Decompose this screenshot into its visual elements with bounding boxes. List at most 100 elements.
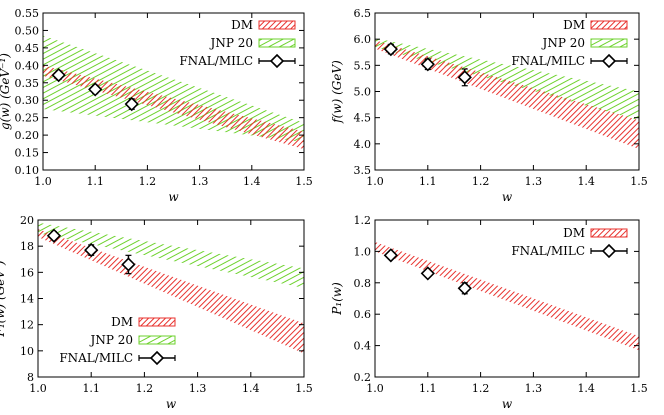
y-tick-label: 10	[20, 345, 34, 358]
x-tick-label: 1.3	[191, 175, 209, 188]
legend-label: FNAL/MILC	[59, 351, 133, 365]
data-point	[84, 242, 99, 258]
x-tick-label: 1.3	[189, 382, 207, 395]
plot-frame	[374, 219, 640, 378]
data-point	[457, 281, 472, 296]
legend-swatch-marker	[269, 53, 285, 69]
x-tick-label: 1.1	[86, 175, 104, 188]
y-tick-label: 0.20	[15, 129, 40, 142]
x-tick-label: 1.3	[525, 175, 543, 188]
band-dm	[375, 40, 639, 150]
x-tick-label: 1.1	[82, 382, 100, 395]
legend-label: FNAL/MILC	[179, 54, 253, 68]
y-tick-label: 0.30	[15, 94, 40, 107]
y-tick-label: 0.8	[354, 277, 372, 290]
data-point	[420, 266, 435, 281]
band-jnp-20	[38, 222, 304, 289]
data-point	[51, 67, 66, 83]
band-dm	[375, 241, 639, 351]
x-tick-label: 1.1	[419, 175, 437, 188]
y-tick-label: 6.5	[354, 7, 372, 20]
data-point	[46, 228, 62, 243]
y-tick-label: 0.25	[15, 112, 40, 125]
x-axis-label: w	[502, 190, 513, 204]
band-dm	[38, 229, 304, 354]
x-tick-label: 1.2	[472, 175, 490, 188]
y-tick-label: 8	[27, 371, 34, 384]
y-axis-label: f(w) (GeV)	[330, 60, 344, 124]
data-point	[124, 96, 139, 112]
legend-label: FNAL/MILC	[511, 54, 585, 68]
x-axis-label: w	[166, 397, 177, 411]
y-tick-label: 12	[20, 319, 34, 332]
legend-label: DM	[231, 18, 253, 32]
y-tick-label: 5.5	[354, 59, 372, 72]
chart-panel: 1.0 1.1 1.2 1.3 1.4 1.5 8 10 12 14 16 18 20 w F₁(w) (G…	[0, 214, 313, 411]
x-axis-label: w	[502, 397, 513, 411]
y-axis-label: F₁(w) (GeV²)	[0, 260, 7, 337]
x-axis-label: w	[168, 190, 179, 204]
x-tick-label: 1.4	[577, 382, 595, 395]
legend-label: JNP 20	[209, 36, 253, 50]
x-tick-label: 1.4	[242, 382, 260, 395]
data-point	[457, 70, 472, 85]
x-tick-label: 1.5	[295, 175, 313, 188]
y-tick-label: 5.0	[354, 86, 372, 99]
legend-swatch-band	[590, 20, 628, 30]
y-tick-label: 1.2	[354, 214, 372, 227]
data-point	[420, 57, 435, 72]
y-tick-label: 0.6	[354, 308, 372, 321]
legend-swatch-marker	[601, 53, 617, 69]
x-tick-label: 1.0	[29, 382, 47, 395]
chart-panel: 1.0 1.1 1.2 1.3 1.4 1.5 3.5 4.0 4.5 5.0 5.5 6.0 6.5 w…	[330, 7, 648, 204]
x-tick-label: 1.4	[243, 175, 261, 188]
y-tick-label: 4.0	[354, 138, 372, 151]
legend-swatch-band	[138, 317, 176, 327]
legend-label: DM	[563, 18, 585, 32]
chart-panel: 1.0 1.1 1.2 1.3 1.4 1.5 0.10 0.15 0.20 0.25 0.30 0.…	[0, 7, 313, 204]
legend-swatch-marker	[149, 350, 165, 366]
data-point	[121, 257, 136, 272]
y-tick-label: 0.45	[15, 42, 40, 55]
band-jnp-20	[375, 38, 639, 121]
x-tick-label: 1.0	[366, 175, 384, 188]
legend-swatch-band	[258, 20, 296, 30]
band-dm	[43, 65, 304, 150]
legend-swatch-band	[138, 335, 176, 345]
y-axis-label: g(w) (GeV⁻¹)	[0, 53, 12, 130]
y-tick-label: 6.0	[354, 33, 372, 46]
plot-frame	[42, 12, 305, 171]
x-tick-label: 1.5	[630, 382, 648, 395]
legend-swatch-marker	[601, 243, 617, 259]
y-axis-label: P₁(w)	[330, 282, 344, 316]
y-tick-label: 3.5	[354, 164, 372, 177]
legend-swatch-band	[590, 228, 628, 238]
data-point	[383, 248, 398, 263]
x-tick-label: 1.2	[472, 382, 490, 395]
data-point	[383, 41, 398, 57]
y-tick-label: 1.0	[354, 245, 372, 258]
y-tick-label: 0.4	[354, 340, 372, 353]
y-tick-label: 0.35	[15, 77, 40, 90]
y-tick-label: 0.10	[15, 164, 40, 177]
legend-swatch-band	[590, 38, 628, 48]
y-tick-label: 0.2	[354, 371, 372, 384]
legend-swatch-band	[258, 38, 296, 48]
x-tick-label: 1.4	[577, 175, 595, 188]
y-tick-label: 0.40	[15, 59, 40, 72]
chart-panel: 1.0 1.1 1.2 1.3 1.4 1.5 0.2 0.4 0.6 0.8 1.0 1.2 w P₁(…	[330, 214, 648, 411]
y-tick-label: 20	[20, 214, 34, 227]
y-tick-label: 14	[20, 293, 34, 306]
y-tick-label: 16	[20, 266, 34, 279]
legend-label: DM	[111, 315, 133, 329]
legend-label: JNP 20	[541, 36, 585, 50]
x-tick-label: 1.3	[525, 382, 543, 395]
x-tick-label: 1.2	[136, 382, 154, 395]
legend-label: JNP 20	[89, 333, 133, 347]
legend-label: FNAL/MILC	[511, 244, 585, 258]
y-tick-label: 0.55	[15, 7, 40, 20]
data-point	[88, 82, 103, 97]
y-tick-label: 0.50	[15, 24, 40, 37]
y-tick-label: 4.5	[354, 112, 372, 125]
